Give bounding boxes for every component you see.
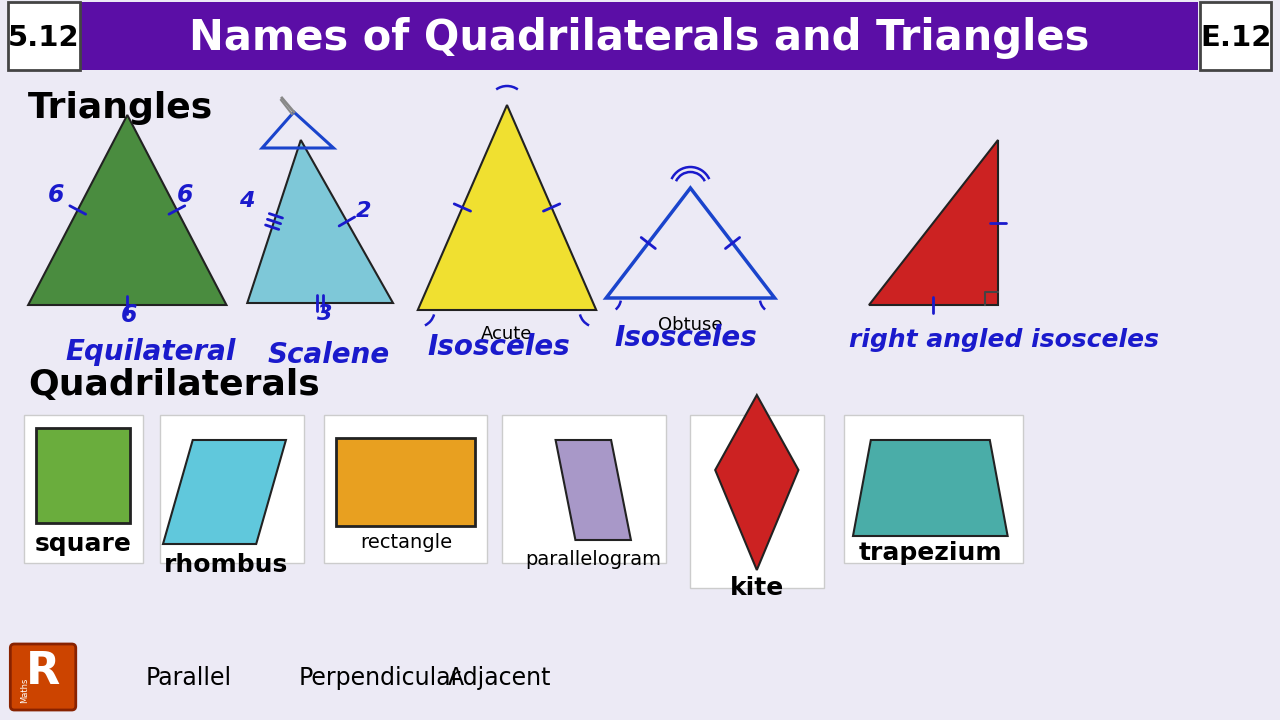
FancyBboxPatch shape <box>9 2 79 70</box>
FancyBboxPatch shape <box>79 2 1198 70</box>
Polygon shape <box>417 105 596 310</box>
Text: Scalene: Scalene <box>268 341 389 369</box>
FancyBboxPatch shape <box>160 415 303 563</box>
Text: 5.12: 5.12 <box>8 24 79 52</box>
FancyBboxPatch shape <box>324 415 488 563</box>
Text: trapezium: trapezium <box>859 541 1002 565</box>
Text: Names of Quadrilaterals and Triangles: Names of Quadrilaterals and Triangles <box>188 17 1089 59</box>
Text: Adjacent: Adjacent <box>448 666 550 690</box>
Text: Isosceles: Isosceles <box>614 324 756 352</box>
Text: rectangle: rectangle <box>360 533 452 552</box>
Text: 2: 2 <box>356 201 371 221</box>
FancyBboxPatch shape <box>844 415 1023 563</box>
Polygon shape <box>556 440 631 540</box>
Text: 3: 3 <box>317 304 333 324</box>
Text: Maths: Maths <box>19 678 28 703</box>
Text: 6: 6 <box>122 303 137 327</box>
Text: rhombus: rhombus <box>164 553 288 577</box>
Text: 4: 4 <box>239 191 255 211</box>
Polygon shape <box>163 440 285 544</box>
FancyBboxPatch shape <box>337 438 475 526</box>
Text: Quadrilaterals: Quadrilaterals <box>28 368 320 402</box>
Text: 6: 6 <box>47 183 64 207</box>
Text: square: square <box>35 532 132 556</box>
FancyBboxPatch shape <box>36 428 131 523</box>
Text: parallelogram: parallelogram <box>525 550 662 569</box>
Text: Acute: Acute <box>481 325 532 343</box>
FancyBboxPatch shape <box>10 644 76 710</box>
Text: R: R <box>26 650 60 693</box>
FancyBboxPatch shape <box>502 415 666 563</box>
FancyBboxPatch shape <box>24 415 143 563</box>
Polygon shape <box>247 140 393 303</box>
Text: Obtuse: Obtuse <box>658 316 723 334</box>
Text: kite: kite <box>730 576 783 600</box>
Text: E.12: E.12 <box>1199 24 1271 52</box>
Text: 6: 6 <box>177 183 193 207</box>
Text: Parallel: Parallel <box>145 666 232 690</box>
Text: Isosceles: Isosceles <box>428 333 571 361</box>
FancyBboxPatch shape <box>1199 2 1271 70</box>
Polygon shape <box>869 140 997 305</box>
Text: right angled isosceles: right angled isosceles <box>849 328 1158 352</box>
Text: Triangles: Triangles <box>28 91 214 125</box>
Text: Perpendicular: Perpendicular <box>298 666 461 690</box>
FancyBboxPatch shape <box>690 415 824 588</box>
Polygon shape <box>28 115 227 305</box>
Polygon shape <box>852 440 1007 536</box>
Polygon shape <box>716 395 799 570</box>
Text: Equilateral: Equilateral <box>65 338 237 366</box>
